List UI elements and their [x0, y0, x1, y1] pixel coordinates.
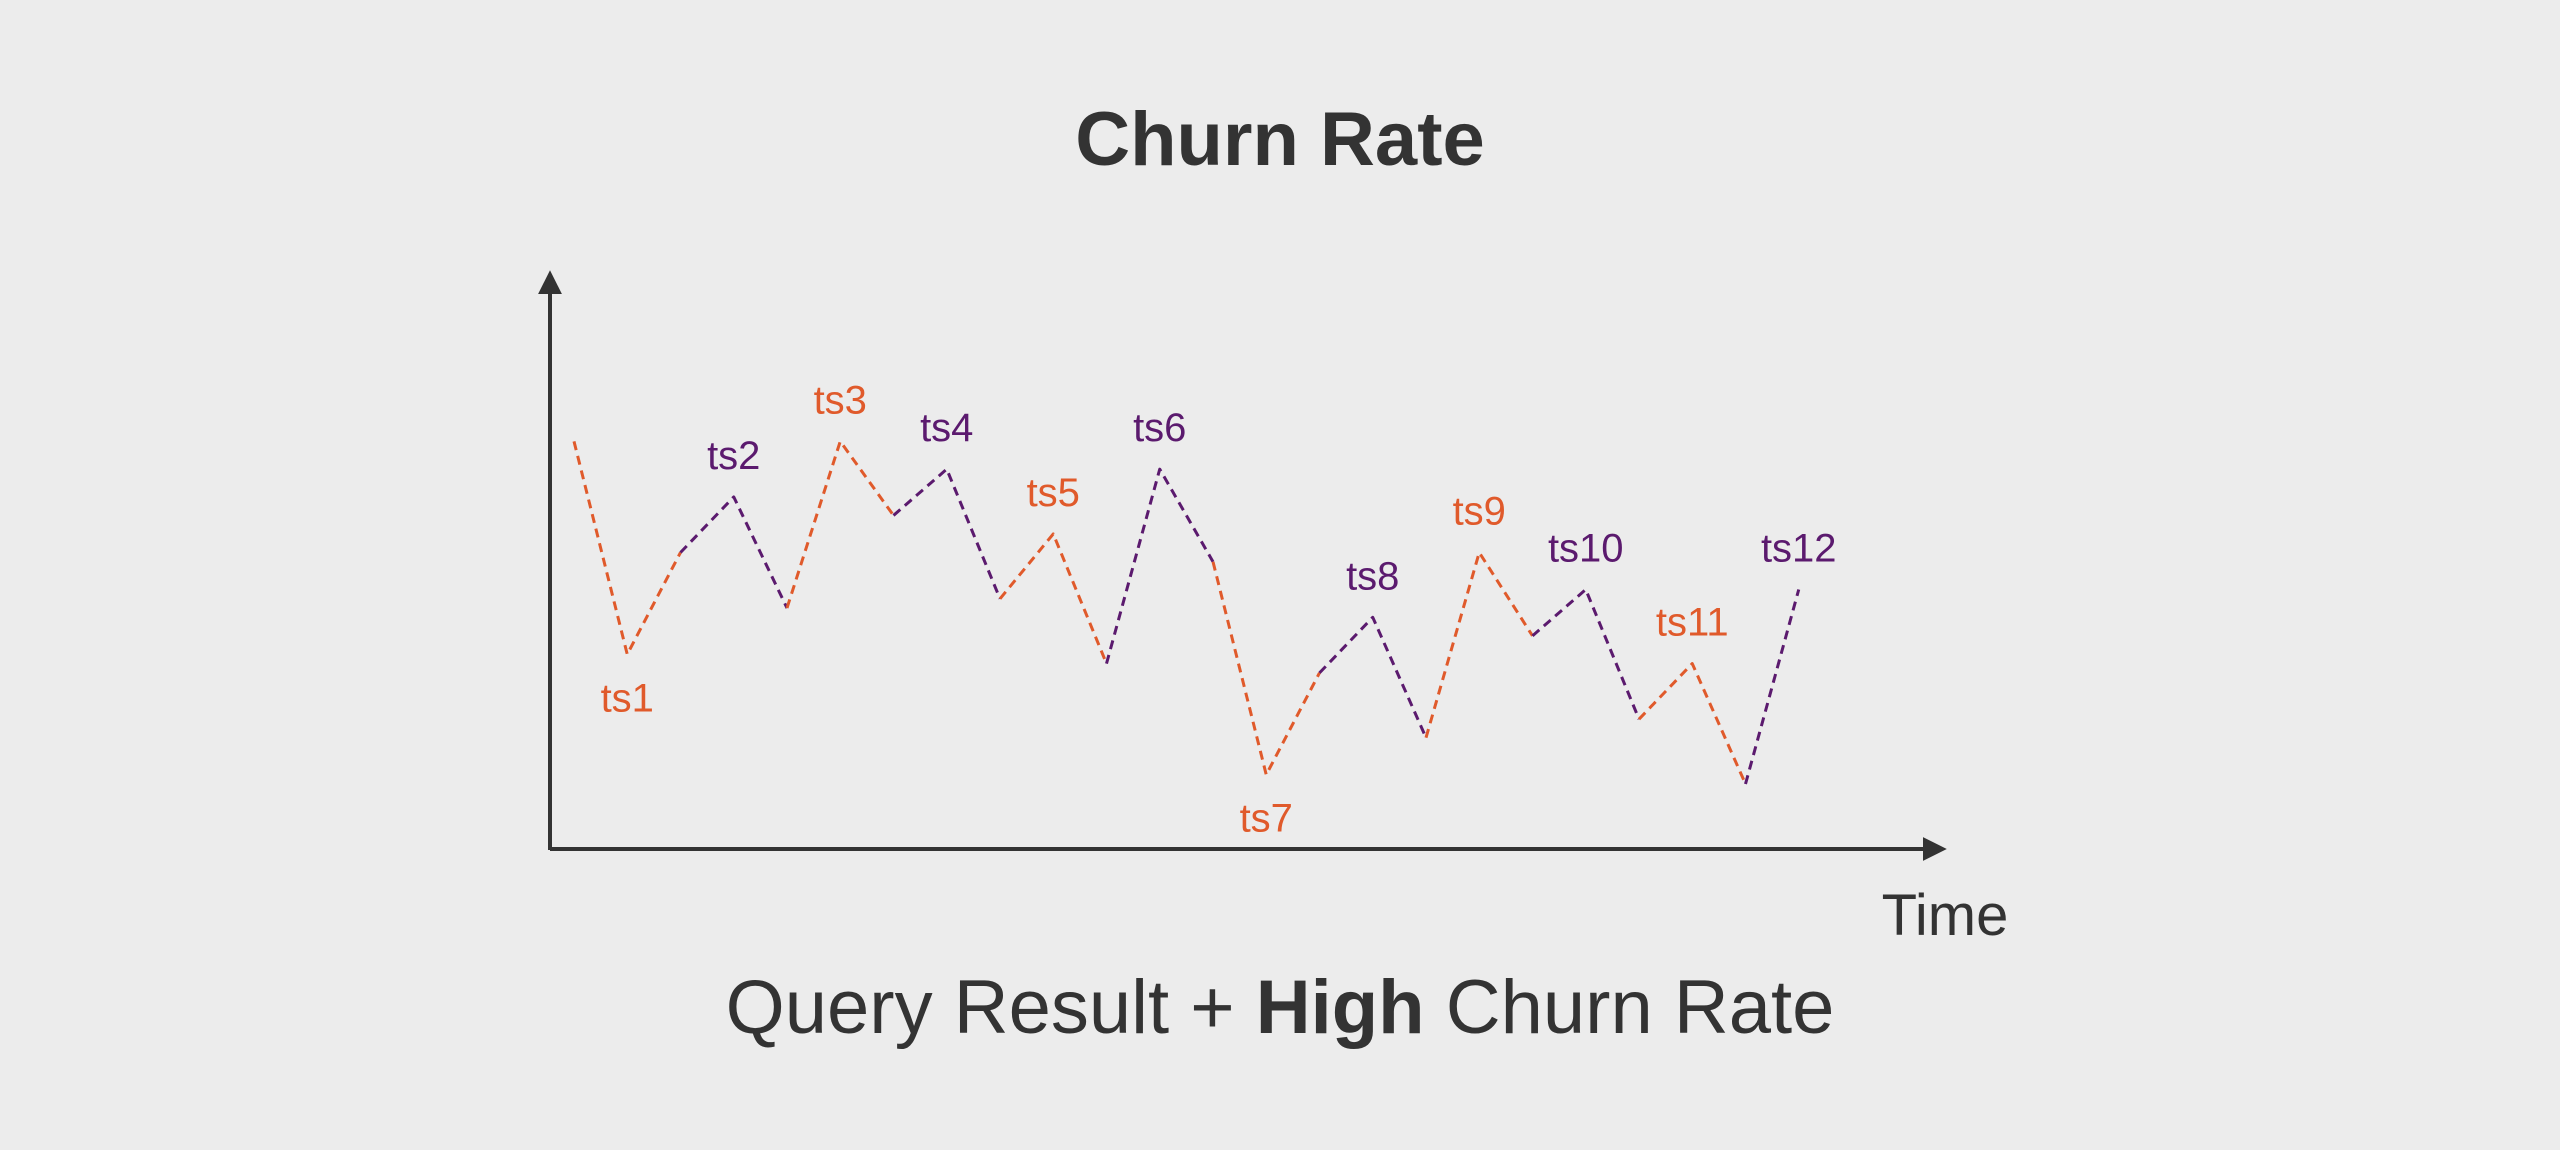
series-label-ts7: ts7 — [1240, 797, 1293, 841]
series-line-ts5 — [998, 532, 1108, 665]
series-line-ts9 — [1424, 550, 1534, 739]
series-line-ts4 — [892, 467, 1002, 600]
series-label-ts1: ts1 — [601, 676, 654, 720]
series-line-ts3 — [785, 439, 895, 609]
series-line-ts8 — [1318, 615, 1428, 739]
series-line-ts7 — [1211, 561, 1321, 777]
series-label-ts2: ts2 — [707, 434, 760, 478]
caption-emphasis: High — [1255, 965, 1425, 1050]
chart-title: Churn Rate — [1075, 97, 1485, 182]
series-line-ts1 — [572, 440, 682, 656]
series-line-ts12 — [1744, 589, 1801, 785]
caption-text-after: Churn Rate — [1424, 965, 1835, 1050]
series-label-ts8: ts8 — [1346, 554, 1399, 598]
x-axis-label: Time — [1882, 883, 2009, 948]
caption-text-before: Query Result + — [725, 965, 1256, 1050]
series-label-ts9: ts9 — [1453, 489, 1506, 533]
series-line-ts6 — [1105, 467, 1215, 664]
series-label-ts10: ts10 — [1548, 527, 1624, 571]
series-label-ts4: ts4 — [920, 406, 973, 450]
series-label-ts6: ts6 — [1133, 406, 1186, 450]
series-label-ts12: ts12 — [1761, 527, 1837, 571]
series-line-ts2 — [679, 495, 789, 609]
series-label-ts11: ts11 — [1656, 601, 1729, 645]
series-line-ts10 — [1531, 588, 1641, 720]
series-layer: ts1 ts2 ts3 ts4 ts5 ts6 ts7 ts8 ts9 ts10 ts11 ts12 — [572, 378, 1837, 841]
caption: Query Result + High Churn Rate — [0, 970, 2560, 1046]
series-label-ts3: ts3 — [814, 378, 867, 422]
series-line-ts11 — [1637, 662, 1747, 785]
series-label-ts5: ts5 — [1027, 471, 1080, 515]
